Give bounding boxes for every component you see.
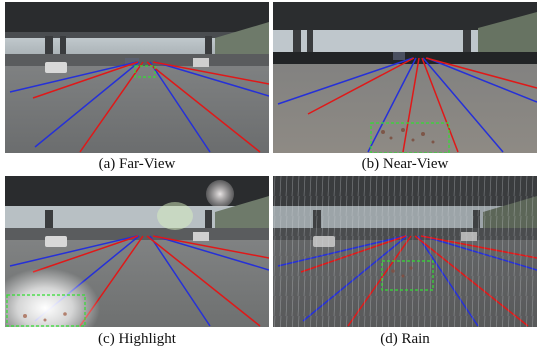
panel-rain bbox=[273, 176, 537, 327]
road-scene-near-view bbox=[273, 2, 537, 153]
caption-far-view: (a) Far-View bbox=[98, 156, 176, 172]
highlight-region-box bbox=[6, 294, 86, 327]
road-scene-rain bbox=[273, 176, 537, 327]
near-view-highlight-box bbox=[370, 122, 450, 153]
road-scene-highlight bbox=[5, 176, 269, 327]
caption-highlight: (c) Highlight bbox=[98, 331, 176, 347]
rain-region-box bbox=[381, 260, 434, 291]
panel-far-view bbox=[5, 2, 269, 153]
caption-near-view: (b) Near-View bbox=[361, 156, 449, 172]
panel-near-view bbox=[273, 2, 537, 153]
far-view-highlight-box bbox=[134, 65, 156, 78]
panel-highlight bbox=[5, 176, 269, 327]
caption-rain: (d) Rain bbox=[380, 331, 430, 347]
road-scene-far-view bbox=[5, 2, 269, 153]
